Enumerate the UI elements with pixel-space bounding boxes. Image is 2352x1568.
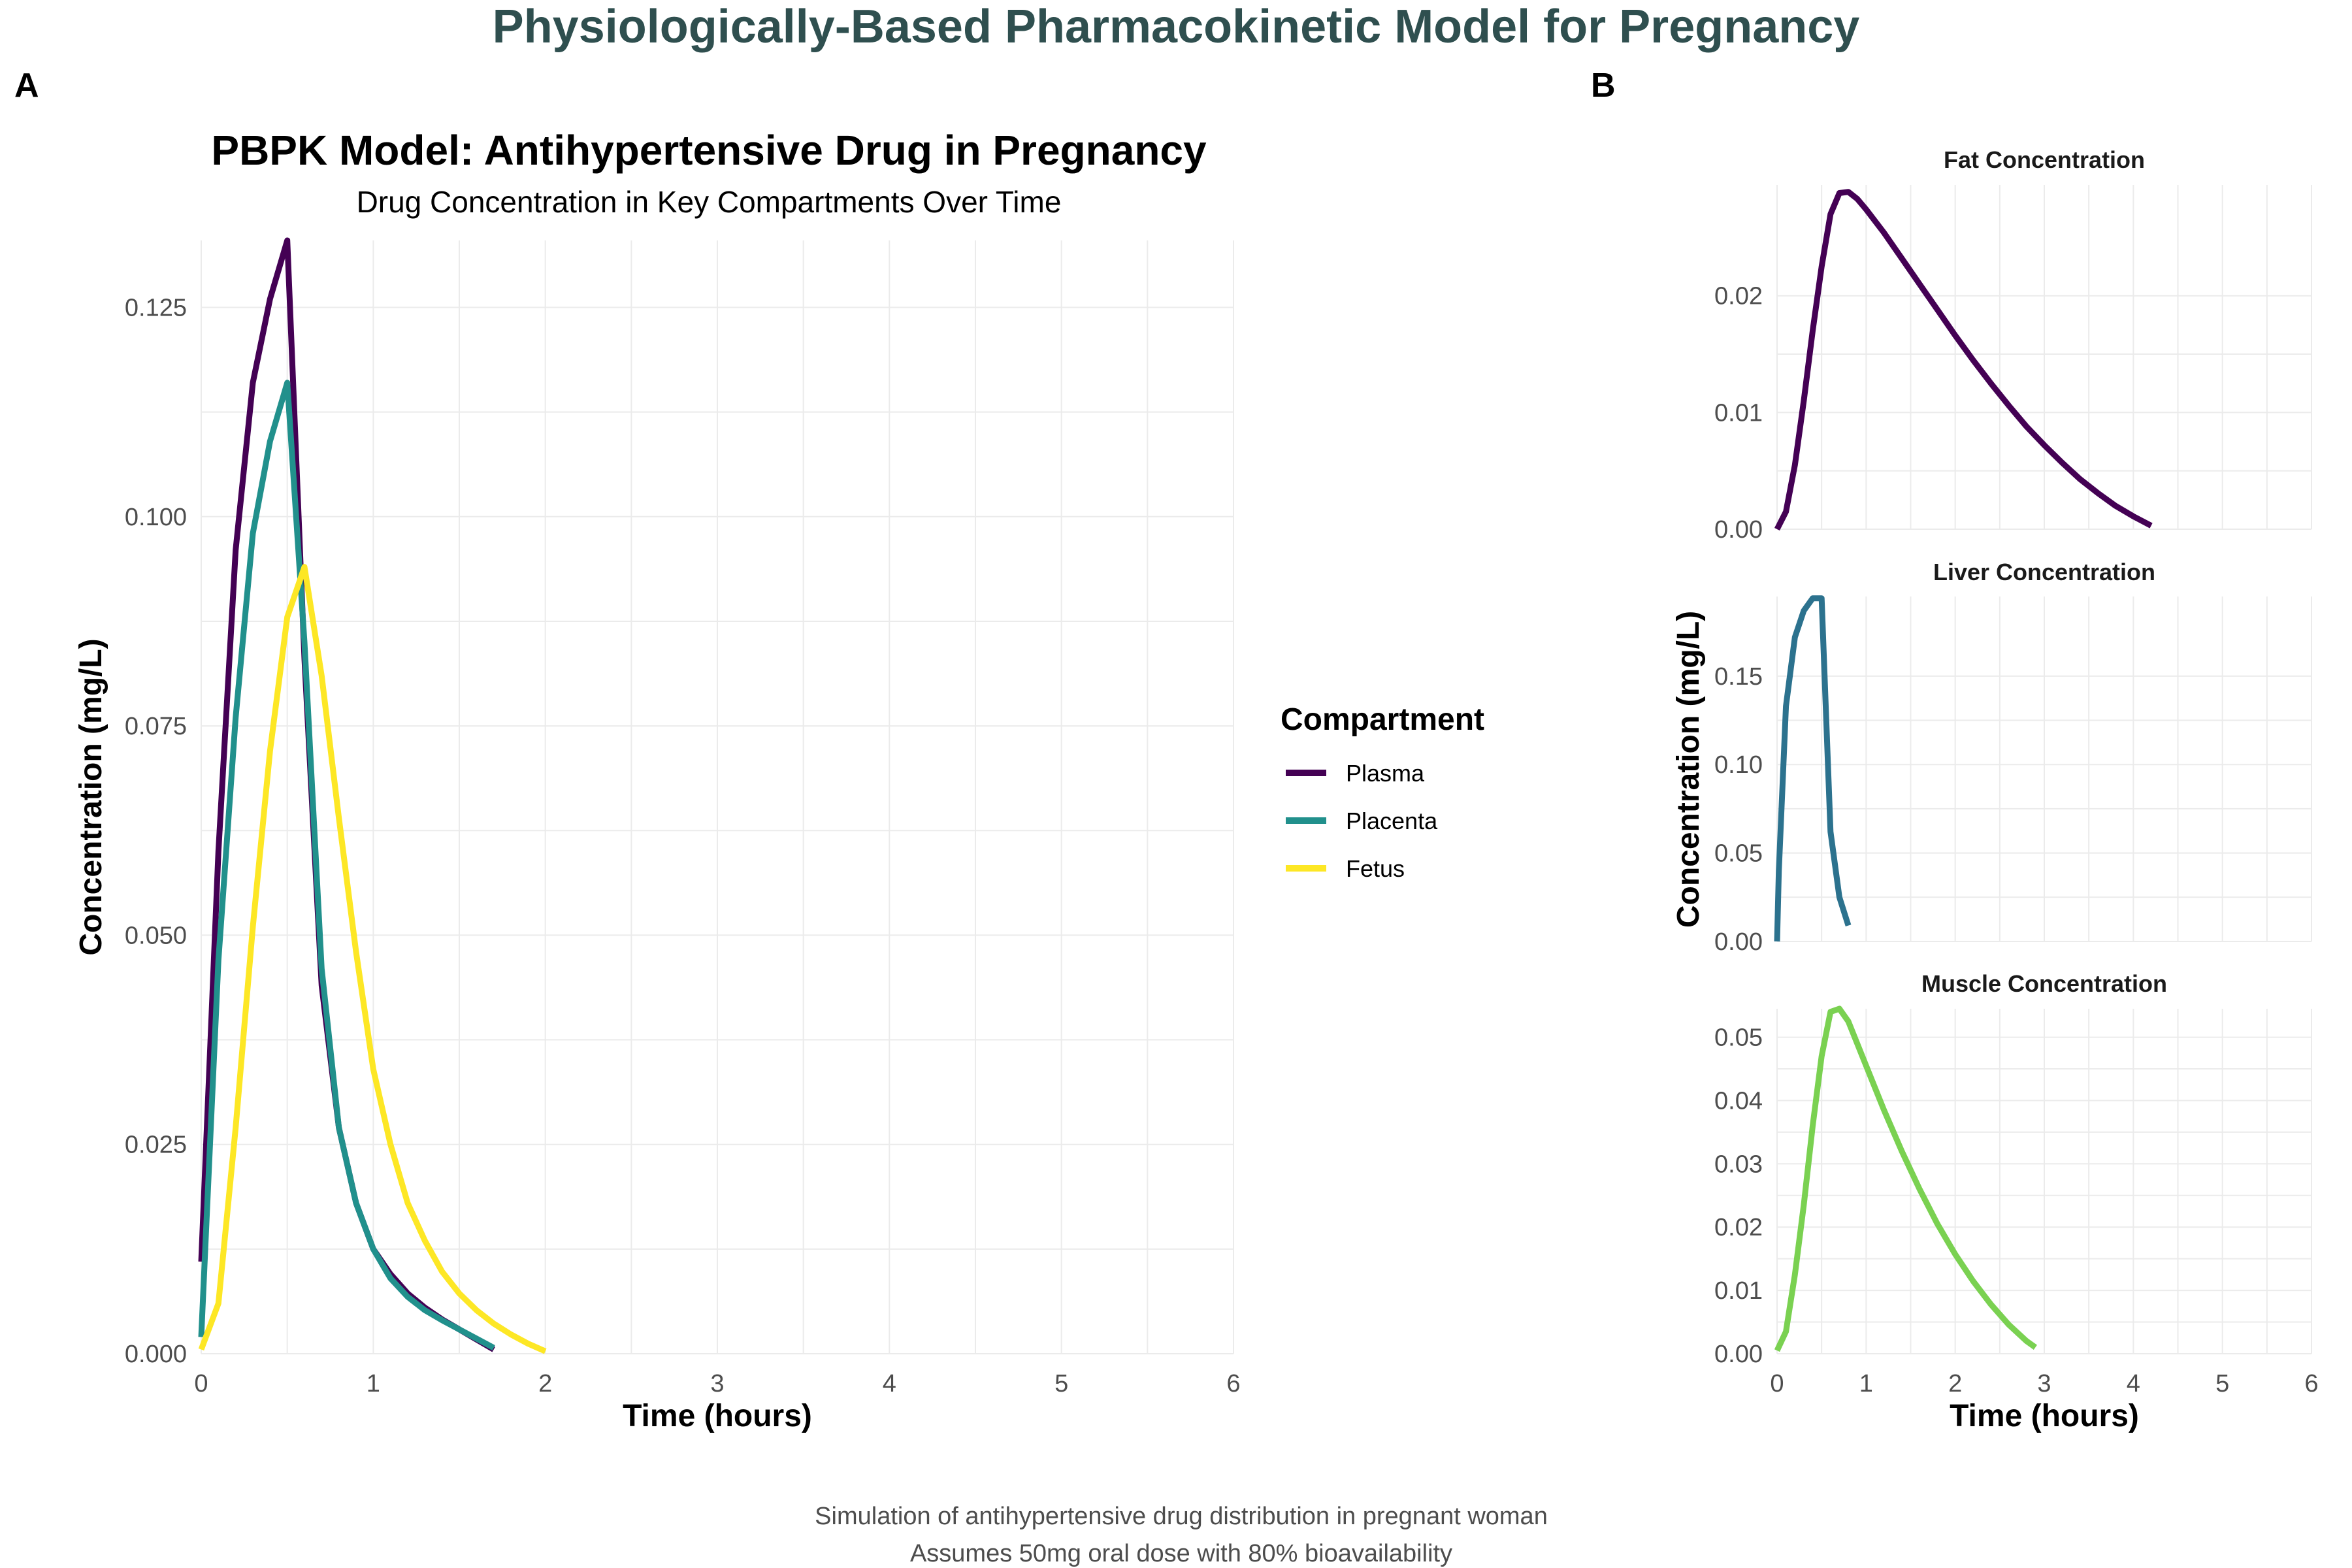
panel-b-plot: Fat Concentration 0.00 0.01 0.02 Liver Conce… bbox=[1671, 146, 2319, 1433]
panel-a-series-placenta-line bbox=[198, 380, 495, 1350]
panel-a-plot: 0.000 0.025 0.050 0.075 0.100 0.125 0 1 2 3 4 5 6 Tim… bbox=[74, 237, 1484, 1433]
panel-b-fat-ytick-label: 0.00 bbox=[1714, 516, 1763, 544]
panel-b-muscle-xtick-label: 1 bbox=[1859, 1370, 1873, 1397]
panel-a-ytick-label: 0.025 bbox=[125, 1132, 187, 1159]
panel-b-muscle-facet-title: Muscle Concentration bbox=[1921, 970, 2167, 997]
panel-a-ytick-label: 0.100 bbox=[125, 504, 187, 531]
panel-a-subtitle: Drug Concentration in Key Compartments O… bbox=[357, 185, 1062, 219]
panel-a-x-axis-title: Time (hours) bbox=[623, 1399, 812, 1433]
panel-b-muscle-ytick-label: 0.01 bbox=[1714, 1277, 1763, 1305]
panel-b-muscle-ytick-label: 0.05 bbox=[1714, 1024, 1763, 1052]
panel-b-liver-ytick-label: 0.10 bbox=[1714, 751, 1763, 779]
panel-b-fat-line bbox=[1774, 189, 2153, 531]
panel-b-muscle-ytick-label: 0.02 bbox=[1714, 1214, 1763, 1241]
panel-a-xtick-label: 0 bbox=[194, 1370, 208, 1397]
panel-b-muscle-xtick-label: 5 bbox=[2215, 1370, 2229, 1397]
panel-a-series-fetus-line bbox=[198, 564, 547, 1354]
panel-b-fat-ytick-label: 0.01 bbox=[1714, 399, 1763, 427]
panel-b-muscle-ytick-label: 0.00 bbox=[1714, 1341, 1763, 1368]
panel-b-muscle-xtick-label: 2 bbox=[1948, 1370, 1962, 1397]
panel-a-xtick-label: 4 bbox=[883, 1370, 896, 1397]
caption-line-1: Simulation of antihypertensive drug dist… bbox=[815, 1503, 1548, 1530]
panel-b-liver-facet-title: Liver Concentration bbox=[1933, 559, 2155, 585]
legend-label-plasma: Plasma bbox=[1346, 760, 1425, 787]
legend-label-placenta: Placenta bbox=[1346, 808, 1438, 834]
panel-b-y-axis-title: Concentration (mg/L) bbox=[1671, 611, 1706, 928]
panel-b-fat-facet-title: Fat Concentration bbox=[1944, 146, 2145, 173]
legend-label-fetus: Fetus bbox=[1346, 855, 1405, 882]
panel-a-y-axis-title: Concentration (mg/L) bbox=[74, 638, 108, 955]
panel-a-ytick-label: 0.125 bbox=[125, 294, 187, 321]
caption-line-2: Assumes 50mg oral dose with 80% bioavail… bbox=[910, 1540, 1452, 1567]
panel-b-liver-ytick-label: 0.15 bbox=[1714, 663, 1763, 691]
panel-a-xtick-label: 6 bbox=[1226, 1370, 1240, 1397]
panel-a-xtick-label: 3 bbox=[710, 1370, 724, 1397]
panel-a-xtick-label: 2 bbox=[538, 1370, 552, 1397]
panel-b-muscle-line bbox=[1774, 1005, 2038, 1352]
panel-a-ytick-label: 0.000 bbox=[125, 1341, 187, 1368]
legend: Compartment Plasma Placenta Fetus bbox=[1281, 702, 1484, 882]
panel-a-xtick-label: 5 bbox=[1054, 1370, 1068, 1397]
panel-b-liver-ytick-label: 0.00 bbox=[1714, 928, 1763, 956]
panel-b-muscle-ytick-label: 0.04 bbox=[1714, 1087, 1763, 1115]
panel-b-muscle-xtick-label: 3 bbox=[2037, 1370, 2051, 1397]
panel-b-liver-line bbox=[1774, 595, 1852, 942]
panel-a-xtick-label: 1 bbox=[367, 1370, 380, 1397]
panel-a-ytick-label: 0.050 bbox=[125, 922, 187, 949]
panel-a-title: PBPK Model: Antihypertensive Drug in Pre… bbox=[211, 127, 1207, 174]
legend-title: Compartment bbox=[1281, 702, 1484, 737]
panel-b-fat-ytick-label: 0.02 bbox=[1714, 283, 1763, 310]
panel-a-ytick-label: 0.075 bbox=[125, 713, 187, 740]
panel-a-letter: A bbox=[14, 67, 39, 105]
panel-b-letter: B bbox=[1591, 67, 1616, 105]
panel-b-muscle-xtick-label: 0 bbox=[1770, 1370, 1784, 1397]
panel-b-x-axis-title: Time (hours) bbox=[1950, 1399, 2139, 1433]
figure-title: Physiologically-Based Pharmacokinetic Mo… bbox=[493, 1, 1860, 53]
panel-b-muscle-ytick-label: 0.03 bbox=[1714, 1151, 1763, 1178]
panel-b-muscle-xtick-label: 6 bbox=[2304, 1370, 2318, 1397]
panel-b-liver-ytick-label: 0.05 bbox=[1714, 840, 1763, 868]
panel-b-muscle-xtick-label: 4 bbox=[2127, 1370, 2140, 1397]
